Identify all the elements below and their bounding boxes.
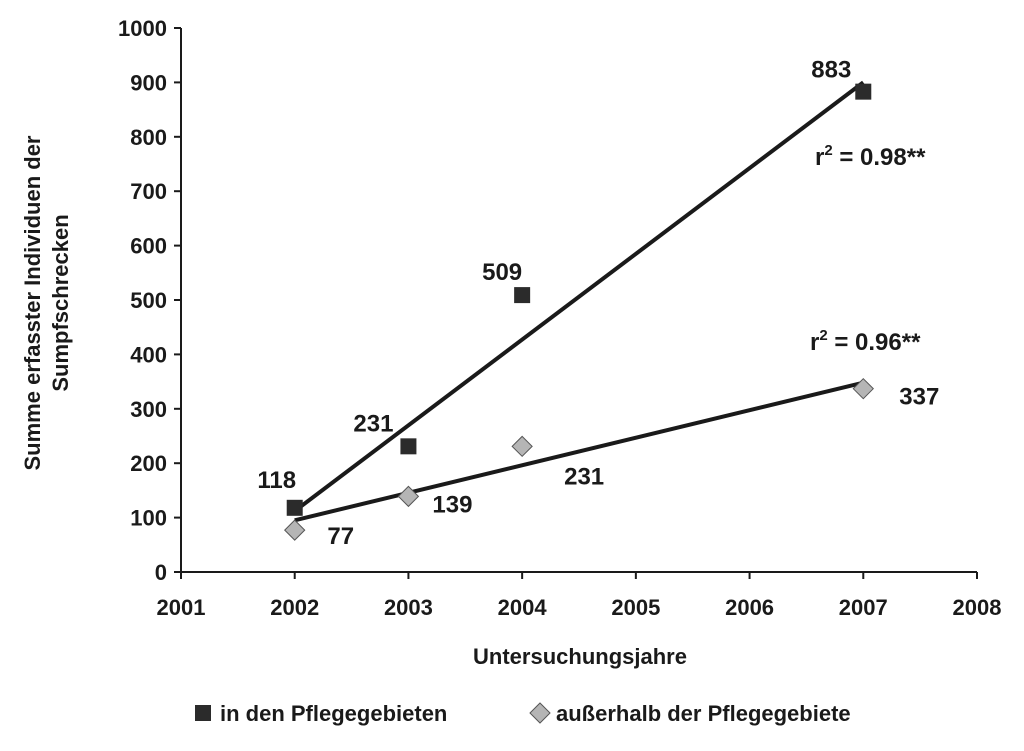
x-tick-label: 2002: [270, 595, 319, 620]
x-tick-label: 2006: [725, 595, 774, 620]
y-tick-label: 1000: [118, 16, 167, 41]
point-diamond: [397, 485, 420, 508]
r2-2-sup: 2: [819, 327, 827, 344]
x-tick-label: 2005: [611, 595, 660, 620]
x-tick-label: 2008: [953, 595, 1002, 620]
tick-labels: 0 100 200 300 400 500 600 700 800 900 1000 2001 2002…: [118, 16, 1001, 620]
y-tick-label: 400: [130, 342, 167, 367]
trend-line-series-2: [294, 380, 864, 523]
legend-label-ausserhalb: außerhalb der Pflegegebiete: [556, 701, 851, 726]
legend: in den Pflegegebieten außerhalb der Pfle…: [195, 701, 851, 726]
svg-text:r2 = 0.96**: r2 = 0.96**: [810, 327, 921, 356]
point-square: [855, 83, 872, 100]
point-square: [514, 287, 531, 304]
r2-2-prefix: r: [810, 329, 819, 356]
legend-label-in-pflegegebieten: in den Pflegegebieten: [220, 701, 447, 726]
data-label: 883: [811, 57, 851, 84]
y-tick-label: 300: [130, 397, 167, 422]
y-tick-label: 800: [130, 125, 167, 150]
legend-marker-ausserhalb: [529, 702, 551, 724]
r2-ausserhalb: r2 = 0.96**: [810, 327, 921, 356]
data-label: 231: [564, 463, 604, 490]
point-diamond: [284, 519, 306, 541]
y-tick-label: 900: [130, 70, 167, 95]
point-square: [400, 438, 417, 455]
point-square: [286, 499, 303, 516]
point-diamond: [511, 435, 533, 458]
trend-lines: [293, 80, 865, 523]
data-label: 231: [353, 410, 393, 437]
data-label: 139: [432, 491, 472, 518]
r2-in-pflegegebieten: r2 = 0.98**: [815, 142, 926, 171]
y-tick-label: 700: [130, 179, 167, 204]
x-axis-title: Untersuchungsjahre: [473, 644, 687, 669]
r2-1-prefix: r: [815, 144, 824, 171]
data-points: [284, 83, 874, 541]
r2-1-sup: 2: [824, 142, 832, 159]
r2-2-suffix: = 0.96**: [828, 329, 921, 356]
svg-text:r2 = 0.98**: r2 = 0.98**: [815, 142, 926, 171]
y-axis-title-line-1: Summe erfasster Individuen der: [20, 135, 45, 470]
x-tick-label: 2001: [157, 595, 206, 620]
x-tick-label: 2003: [384, 595, 433, 620]
y-tick-label: 600: [130, 234, 167, 259]
y-tick-label: 200: [130, 451, 167, 476]
y-tick-label: 100: [130, 506, 167, 531]
y-axis-title-line-2: Sumpfschrecken: [48, 214, 73, 391]
data-label: 118: [257, 467, 296, 494]
data-label: 77: [327, 523, 354, 550]
x-tick-label: 2004: [498, 595, 548, 620]
y-axis-title: Summe erfasster Individuen der Sumpfschr…: [20, 135, 73, 470]
y-tick-label: 0: [155, 560, 167, 585]
y-tick-label: 500: [130, 288, 167, 313]
axes: [174, 27, 978, 579]
data-label: 509: [482, 259, 522, 286]
x-tick-label: 2007: [839, 595, 888, 620]
r2-1-suffix: = 0.98**: [833, 144, 926, 171]
trend-line-series-1: [293, 80, 865, 513]
legend-marker-in-pflegegebieten: [195, 705, 211, 721]
data-label: 337: [899, 384, 939, 411]
point-diamond: [852, 377, 874, 400]
data-labels: 118 231 509 883 77 139 231 337: [257, 57, 939, 550]
